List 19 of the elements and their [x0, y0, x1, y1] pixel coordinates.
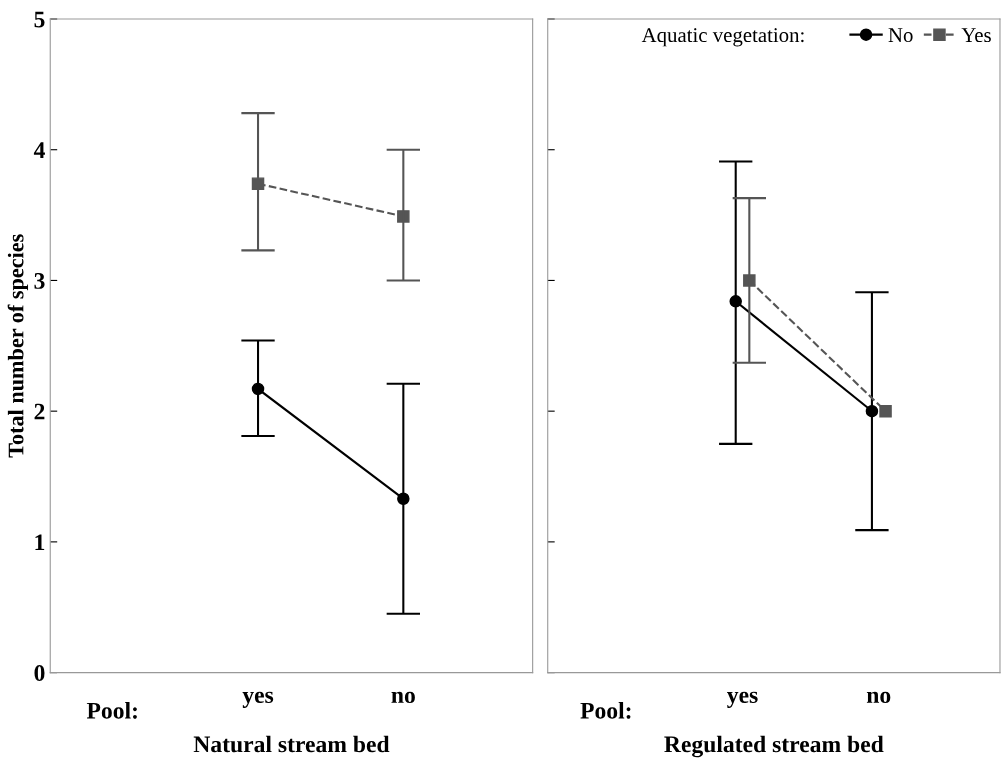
text: Pool:	[580, 702, 631, 719]
point	[397, 210, 410, 223]
y-tick-label: 3	[34, 273, 45, 289]
legend-title: Aquatic vegetation:	[641, 28, 804, 47]
x-tick-label: no	[391, 691, 415, 704]
legend-label: No	[888, 28, 913, 43]
y-axis-title: Total number of species	[7, 234, 29, 458]
x-tick-label: no	[866, 691, 891, 704]
text: Pool:	[86, 702, 137, 719]
y-tick-label: 2	[34, 403, 45, 420]
legend-label: Yes	[961, 28, 991, 43]
y-tick-label: 4	[33, 142, 45, 158]
y-tick-label: 1	[35, 534, 45, 551]
x-tick-label: yes	[727, 691, 758, 708]
x-axis-title: Natural stream bed	[193, 735, 390, 753]
x-axis-title: Regulated stream bed	[664, 735, 884, 758]
x-tick-label: yes	[242, 691, 274, 708]
y-tick-label: 5	[34, 11, 45, 28]
y-tick-label: 0	[34, 665, 45, 682]
